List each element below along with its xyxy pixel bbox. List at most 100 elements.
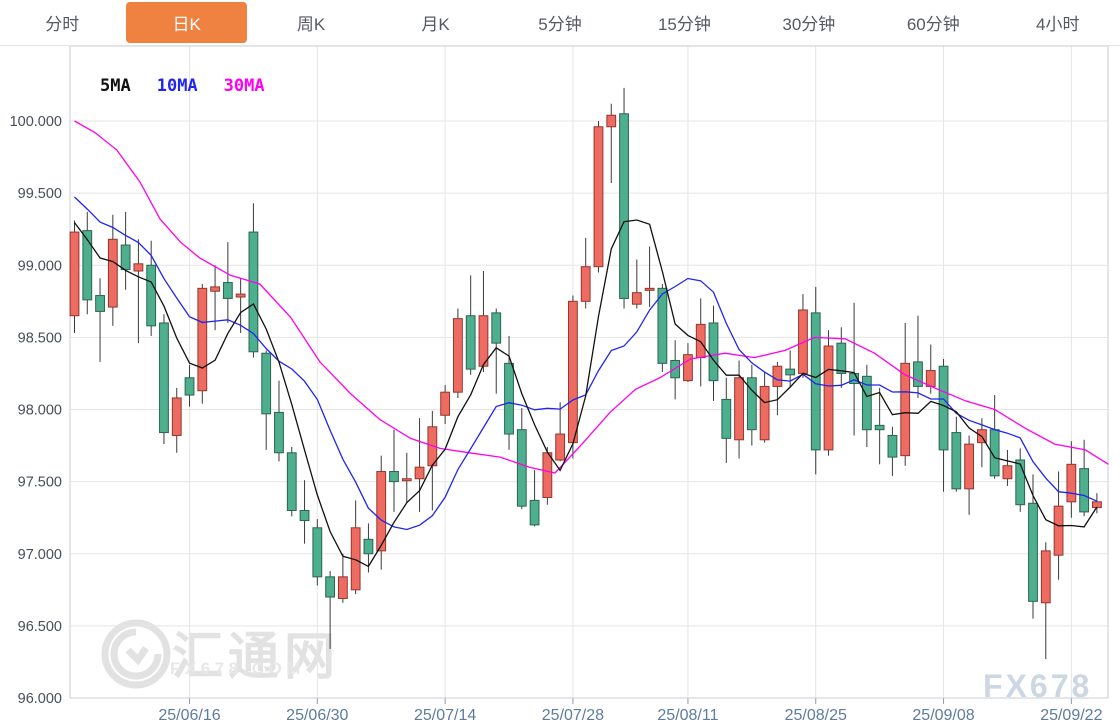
y-axis-label: 98.500 [18,330,62,346]
tab-label: 周K [296,15,326,34]
x-axis-label: 25/07/14 [414,707,476,724]
candle-up [401,478,412,482]
candle-up [210,286,220,292]
candle-up [925,370,936,387]
candle-up [1002,465,1013,480]
candle-up [1092,501,1102,509]
tab-label: 30分钟 [782,15,836,34]
candle-down [299,509,310,522]
candle-up [734,377,744,441]
x-axis-label: 25/08/25 [785,707,847,724]
candle-down [874,424,885,431]
candle-down [529,499,540,526]
plot-border [69,45,1109,699]
candle-down [274,411,284,454]
y-axis-label: 96.000 [18,691,62,707]
candle-down [516,429,527,507]
candle-down [708,322,719,382]
candle-up [69,231,80,317]
candle-down [746,377,757,431]
candle-down [1079,468,1090,513]
candle-down [159,322,169,434]
candle-down [325,576,336,598]
legend-10MA: 10MA [156,76,198,96]
candle-up [542,452,553,498]
candle-up [580,266,591,302]
candle-down [657,287,668,364]
tab-5分钟[interactable]: 5分钟 [498,0,622,45]
watermark-site-name: 汇通网 [172,628,341,685]
candle-up [1040,550,1051,604]
candle-up [440,391,451,416]
candle-up [478,315,489,367]
y-axis-label: 97.500 [18,475,62,491]
candle-up [235,293,246,298]
candle-down [286,452,297,511]
candle-down [721,398,732,439]
candle-up [171,397,182,436]
tab-60分钟[interactable]: 60分钟 [871,0,995,45]
huitong-logo-icon [101,619,171,689]
tab-4小时[interactable]: 4小时 [996,0,1120,45]
candle-down [836,342,847,374]
candle-up [759,385,770,441]
candle-up [414,466,425,480]
candle-up [695,323,706,359]
candle-down [261,352,272,415]
ma-legend: 5MA 10MA 30MA [100,76,291,96]
y-axis-label: 96.500 [18,619,62,635]
ma30-line [74,120,1109,474]
timeframe-tabbar: 分时 日K 周K 月K 5分钟 15分钟 30分钟 60分钟 4小时 [0,0,1120,46]
x-axis-label: 25/09/22 [1040,707,1102,724]
candle-up [376,471,387,552]
candle-down [861,375,872,431]
y-axis-label: 99.500 [18,186,62,202]
candle-up [453,318,463,393]
candle-up [964,443,975,490]
tab-label: 分时 [45,15,80,34]
candle-up [197,287,208,392]
tab-15分钟[interactable]: 15分钟 [622,0,746,45]
tab-label: 4小时 [1035,15,1080,34]
candle-down [951,432,962,490]
candle-down [95,295,105,312]
candle-down [785,368,796,376]
x-axis-label: 25/06/30 [286,707,348,724]
candle-down [120,244,131,271]
candle-up [568,300,578,444]
candle-up [337,576,348,599]
tab-日K[interactable]: 日K [124,0,248,45]
tab-label: 月K [421,15,450,34]
legend-5MA: 5MA [100,76,131,96]
candle-down [363,538,374,555]
candle-down [1028,502,1038,602]
candle-down [913,361,923,387]
candle-down [619,113,629,299]
x-axis-label: 25/06/16 [158,707,220,724]
candle-up [683,354,693,382]
candle-up [593,126,604,268]
x-axis-label: 25/09/08 [912,707,974,724]
candle-down [938,365,949,451]
tab-周K[interactable]: 周K [249,0,373,45]
candle-down [389,471,399,483]
watermark-site-domain: FX678.COM [170,659,305,678]
candle-down [146,264,157,327]
candle-down [465,315,476,370]
candle-down [184,377,195,396]
y-axis-label: 98.000 [18,403,62,419]
candle-down [887,434,898,458]
tab-月K[interactable]: 月K [373,0,497,45]
candle-up [606,114,617,128]
candle-up [644,287,655,291]
candle-down [810,312,821,451]
tab-30分钟[interactable]: 30分钟 [747,0,871,45]
legend-30MA: 30MA [223,76,265,96]
candle-down [222,282,233,299]
candle-down [312,527,323,578]
x-axis-label: 25/08/11 [657,707,718,724]
candle-up [1053,505,1064,556]
tab-分时[interactable]: 分时 [0,0,124,45]
